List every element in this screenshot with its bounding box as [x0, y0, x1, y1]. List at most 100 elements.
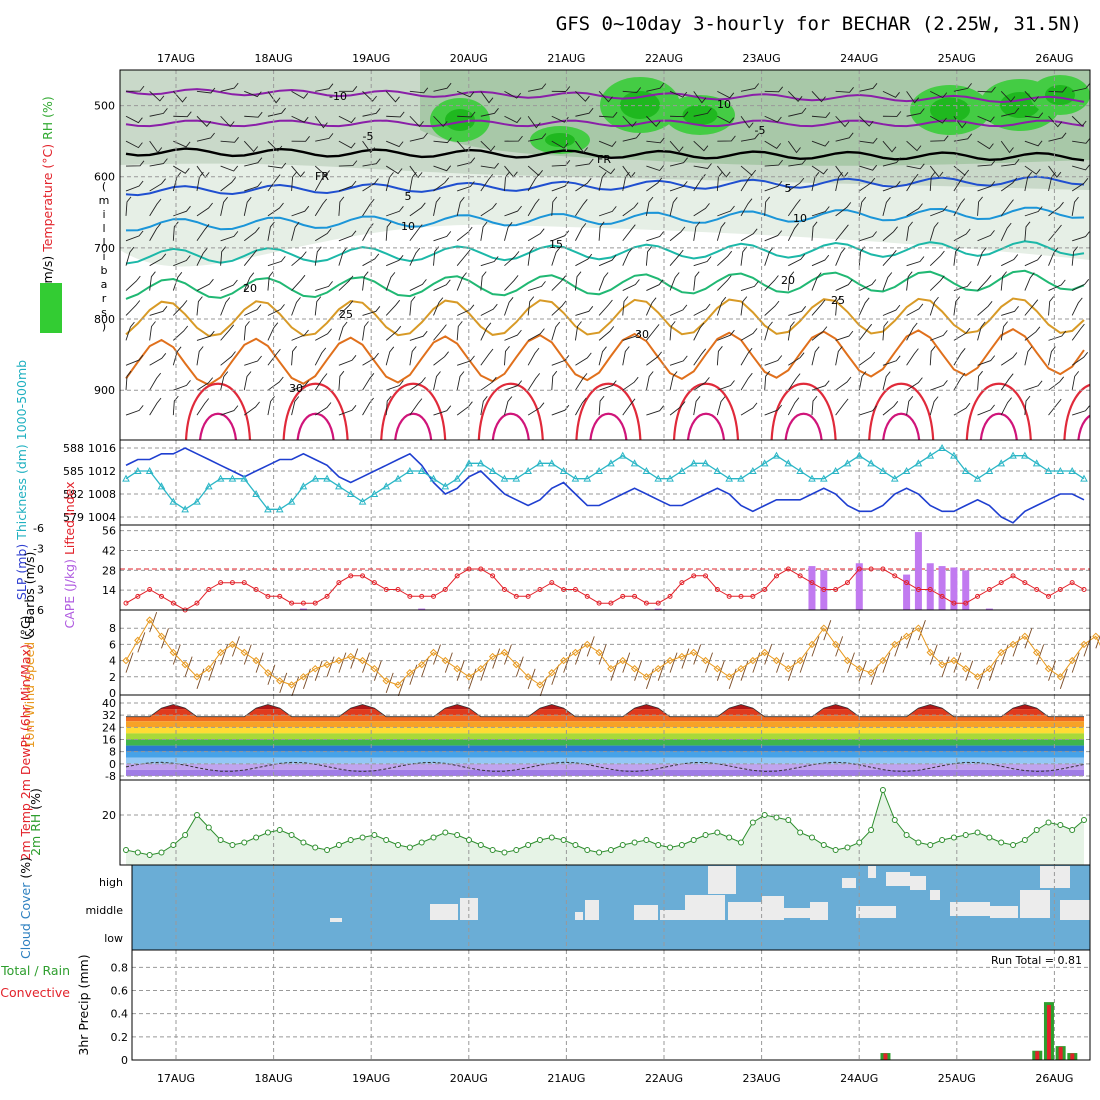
- thickness-marker: [914, 459, 923, 467]
- wind-barb: [527, 328, 545, 341]
- wind-speed-marker: [181, 660, 189, 669]
- rh-marker: [915, 839, 922, 846]
- wind-barb: [314, 173, 327, 192]
- wind-barb: [315, 83, 334, 92]
- wind-barb: [835, 202, 852, 217]
- wind-speed-marker: [583, 640, 591, 649]
- wind-barb: [717, 329, 735, 341]
- wind-barb: [291, 346, 297, 366]
- li-marker: [1081, 587, 1087, 592]
- wind-barb: [1000, 644, 1009, 665]
- wind-barb: [527, 402, 545, 416]
- wind-barb: [575, 373, 588, 391]
- temp-band: [126, 745, 1084, 752]
- wind-barb: [717, 165, 731, 178]
- li-marker: [750, 593, 756, 599]
- rh-marker: [773, 814, 780, 821]
- wind-barb: [811, 636, 820, 657]
- wind-barb: [977, 196, 983, 216]
- wind-barb: [338, 405, 357, 416]
- wind-barb: [291, 115, 309, 123]
- wind-barb: [1000, 91, 1016, 103]
- wind-barb: [953, 83, 972, 92]
- axis-label-part: 3hr Precip (mm): [76, 954, 91, 1055]
- wind-barb: [858, 196, 867, 216]
- wind-barb: [1024, 254, 1042, 267]
- wind-barb: [492, 648, 501, 669]
- wind-barb: [243, 371, 252, 391]
- wind-barb: [977, 86, 996, 93]
- ylabel-char: i: [102, 208, 105, 221]
- wind-barb: [1036, 644, 1045, 665]
- thickness-marker: [642, 466, 651, 474]
- wind-barb: [244, 157, 263, 167]
- wind-barb: [527, 373, 541, 391]
- li-marker: [537, 587, 543, 592]
- rh-marker: [395, 842, 402, 848]
- wind-barb: [811, 254, 830, 267]
- li-marker: [915, 587, 921, 592]
- wind-barb: [906, 203, 923, 217]
- wind-barb: [527, 198, 540, 217]
- wind-barb: [480, 174, 494, 192]
- thickness-marker: [264, 505, 272, 513]
- cloud-block: [685, 895, 725, 920]
- wind-barb: [787, 91, 803, 102]
- rh-marker: [868, 827, 875, 833]
- wind-barb: [930, 90, 948, 99]
- cloud-block: [330, 918, 342, 922]
- li-marker: [703, 573, 709, 579]
- thickness-marker: [323, 474, 331, 482]
- wind-barb: [929, 396, 939, 416]
- wind-barb: [338, 275, 354, 291]
- wind-barb: [244, 355, 262, 366]
- rh-marker: [146, 852, 153, 858]
- wind-barb: [362, 108, 381, 117]
- cloud-block: [950, 902, 990, 916]
- wind-barb: [882, 140, 897, 153]
- wind-barb: [882, 355, 901, 366]
- li-marker: [1034, 587, 1040, 592]
- wind-barb: [314, 198, 328, 217]
- wind-speed-marker: [1056, 673, 1065, 681]
- wind-speed-marker: [796, 656, 804, 665]
- wind-barb: [267, 256, 286, 267]
- wind-barb: [1048, 398, 1062, 416]
- li-marker: [667, 593, 673, 599]
- contour-label: 30: [289, 382, 303, 395]
- rh-marker: [300, 839, 307, 846]
- wind-barb: [953, 372, 966, 391]
- wind-barb: [291, 329, 309, 341]
- thickness-marker: [559, 466, 568, 474]
- li-marker: [797, 573, 803, 579]
- wind-barb: [362, 352, 379, 366]
- wind-barb: [244, 304, 262, 316]
- li-marker: [218, 580, 224, 586]
- wind-barb: [1000, 352, 1018, 366]
- wind-barb: [575, 306, 594, 316]
- wind-barb: [362, 198, 375, 217]
- wind-barb: [610, 660, 619, 681]
- wind-barb: [740, 660, 749, 681]
- rh-marker: [170, 842, 177, 848]
- rh-area: [126, 790, 1084, 865]
- temp-band: [126, 721, 1084, 728]
- li-marker: [383, 587, 389, 592]
- rh-marker: [229, 842, 236, 848]
- thickness-marker: [181, 505, 189, 513]
- wind-speed-marker: [122, 656, 130, 665]
- li-marker: [300, 600, 306, 606]
- thickness-tick-label: 588: [63, 442, 84, 455]
- panel-label-temp2m: 2m Temp 2m DewPt (6hr Min/Max) (°C): [18, 615, 33, 860]
- thickness-tick-label: 582: [63, 488, 84, 501]
- wind-barb: [977, 355, 996, 366]
- li-marker: [1046, 593, 1052, 599]
- wind-barb: [551, 86, 571, 92]
- wind-barb: [906, 348, 919, 366]
- axis-label-part: Thickness (dm): [14, 444, 29, 544]
- wind-barb: [196, 202, 213, 217]
- wind-barb: [433, 351, 449, 366]
- thickness-marker: [890, 474, 899, 482]
- panel-cape-li: 56 42 28 14 -6 -3 0 3 6 CAPE (J/kg) Lifted Index: [33, 481, 1091, 629]
- cape-bar: [418, 608, 426, 610]
